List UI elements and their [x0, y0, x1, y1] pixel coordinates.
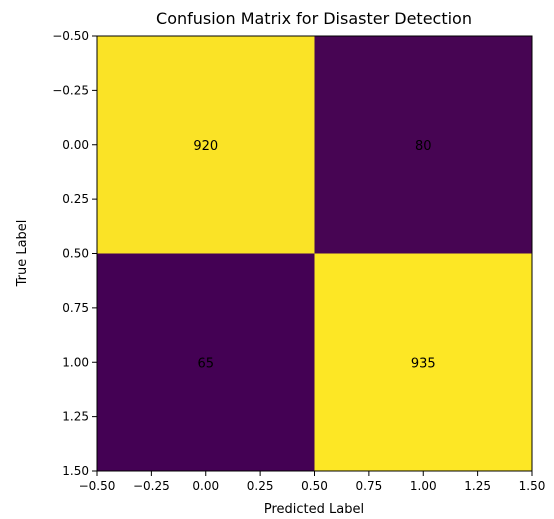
x-tick-label: 0.50 — [301, 479, 328, 493]
heatmap-cell — [314, 36, 532, 254]
x-axis-label: Predicted Label — [264, 502, 364, 517]
x-tick-label: 1.00 — [410, 479, 437, 493]
heatmap-cell-value: 920 — [193, 139, 218, 154]
x-tick-label: 0.75 — [356, 479, 383, 493]
heatmap-cells — [97, 36, 532, 471]
heatmap-cell-value: 935 — [411, 356, 436, 371]
y-tick-label: 0.00 — [62, 138, 89, 152]
y-tick-label: −0.50 — [52, 29, 89, 43]
chart-title: Confusion Matrix for Disaster Detection — [156, 9, 472, 28]
y-tick-label: 1.00 — [62, 355, 89, 369]
heatmap-cell — [97, 36, 315, 254]
x-tick-label: 1.50 — [519, 479, 546, 493]
y-tick-label: −0.25 — [52, 83, 89, 97]
heatmap-cell — [314, 253, 532, 471]
y-tick-label: 1.50 — [62, 464, 89, 478]
x-tick-label: −0.25 — [133, 479, 170, 493]
y-axis-label: True Label — [15, 220, 30, 288]
x-tick-label: 1.25 — [464, 479, 491, 493]
x-tick-label: 0.00 — [192, 479, 219, 493]
x-tick-label: 0.25 — [247, 479, 274, 493]
x-axis-ticks: −0.50 −0.25 0.00 0.25 0.50 0.75 1.00 1.25 1.50 — [79, 471, 546, 493]
y-tick-label: 0.75 — [62, 301, 89, 315]
heatmap-cell-value: 80 — [415, 139, 432, 154]
y-axis-ticks: −0.50 −0.25 0.00 0.25 0.50 0.75 1.00 1.25 1.50 — [52, 29, 97, 478]
heatmap-cell-labels: 920 80 65 935 — [193, 139, 435, 372]
heatmap-cell — [97, 253, 315, 471]
y-tick-label: 1.25 — [62, 410, 89, 424]
y-tick-label: 0.50 — [62, 247, 89, 261]
x-tick-label: −0.50 — [79, 479, 116, 493]
heatmap-cell-value: 65 — [197, 356, 214, 371]
y-tick-label: 0.25 — [62, 192, 89, 206]
